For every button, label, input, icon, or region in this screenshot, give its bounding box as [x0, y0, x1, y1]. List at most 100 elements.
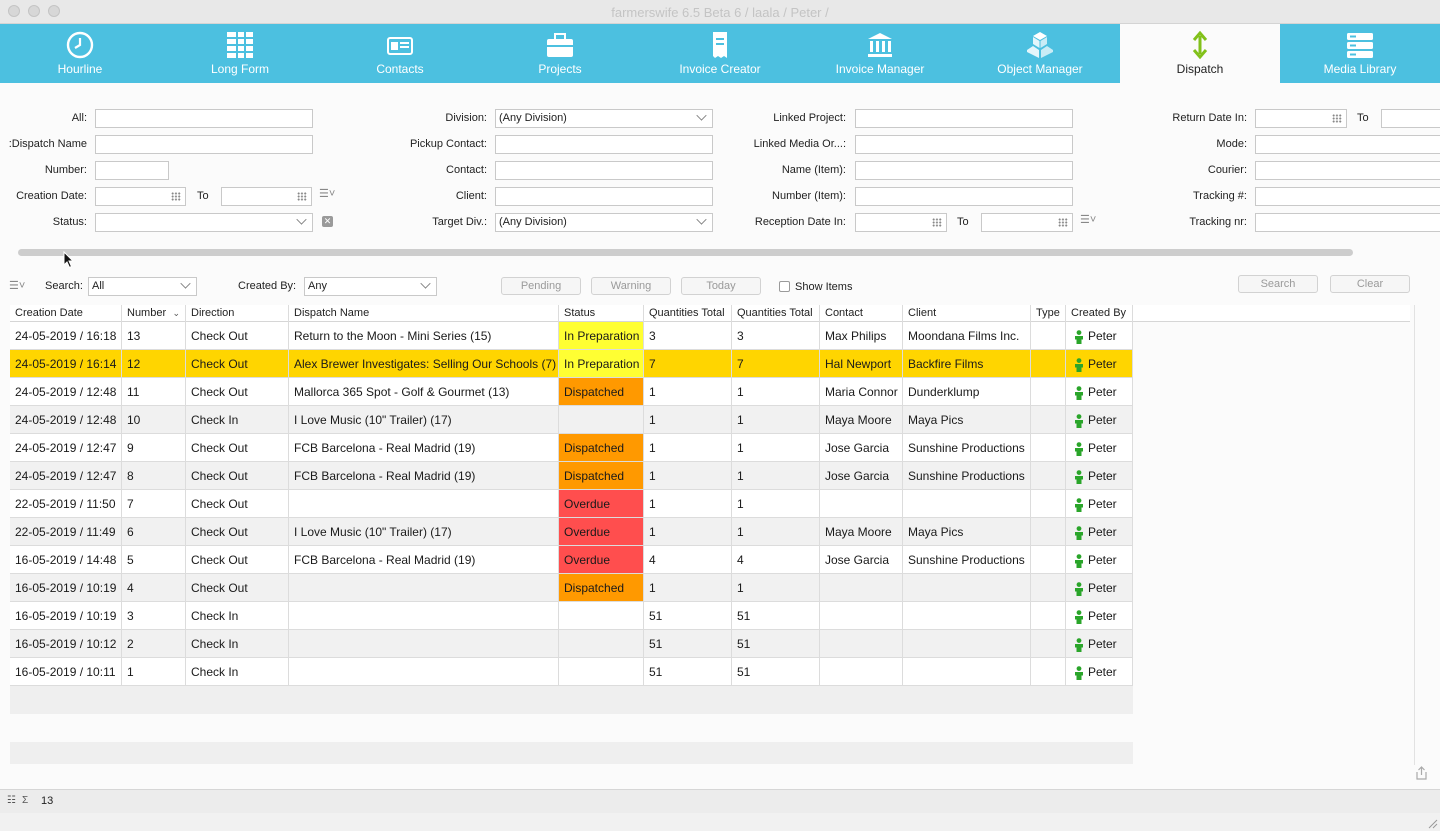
target-div-select[interactable]: (Any Division)	[495, 213, 713, 232]
calendar-icon[interactable]	[1058, 218, 1068, 227]
cell-client	[903, 574, 1031, 602]
pickup-contact-input[interactable]	[495, 135, 713, 154]
table-row[interactable]: 16-05-2019 / 14:48 5 Check Out FCB Barcelon…	[10, 546, 1133, 574]
return-date-to-input[interactable]	[1381, 109, 1440, 128]
date-options-menu-icon[interactable]: ☰˅	[1080, 214, 1097, 226]
col-client[interactable]: Client	[903, 305, 1031, 322]
tab-dispatch[interactable]: Dispatch	[1120, 24, 1280, 83]
cell-type	[1031, 546, 1066, 574]
sum-icon[interactable]: Σ	[22, 795, 29, 806]
creation-date-from-input[interactable]	[95, 187, 186, 206]
calendar-icon[interactable]	[171, 192, 181, 201]
table-row[interactable]: 16-05-2019 / 10:11 1 Check In 51 51 Peter	[10, 658, 1133, 686]
table-row[interactable]: 22-05-2019 / 11:50 7 Check Out Overdue 1 1 Pet…	[10, 490, 1133, 518]
clear-status-icon[interactable]: ✕	[322, 216, 333, 227]
cell-quantities-total-2-text: 7	[737, 357, 744, 371]
dispatch-name-input[interactable]	[95, 135, 313, 154]
resize-grip-icon[interactable]	[1427, 818, 1438, 829]
reception-date-to-input[interactable]	[981, 213, 1073, 232]
tab-media-library[interactable]: Media Library	[1280, 24, 1440, 83]
created-by-label: Created By:	[238, 280, 297, 292]
cell-client: Sunshine Productions	[903, 546, 1031, 574]
table-row[interactable]: 24-05-2019 / 12:47 8 Check Out FCB Barcelon…	[10, 462, 1133, 490]
tab-label: Media Library	[1323, 62, 1397, 76]
reception-date-from-input[interactable]	[855, 213, 947, 232]
user-icon	[1075, 386, 1083, 400]
linked-project-input[interactable]	[855, 109, 1073, 128]
share-icon[interactable]	[1415, 766, 1428, 780]
col-creation-date[interactable]: Creation Date	[10, 305, 122, 322]
search-scope-select[interactable]: All	[88, 277, 197, 296]
tab-contacts[interactable]: Contacts	[320, 24, 480, 83]
status-select[interactable]	[95, 213, 313, 232]
user-icon	[1075, 498, 1083, 512]
tab-long-form[interactable]: Long Form	[160, 24, 320, 83]
table-row[interactable]: 24-05-2019 / 12:48 11 Check Out Mallorca 36…	[10, 378, 1133, 406]
calendar-icon[interactable]	[932, 218, 942, 227]
contact-input[interactable]	[495, 161, 713, 180]
tab-object-manager[interactable]: Object Manager	[960, 24, 1120, 83]
scrollbar-thumb[interactable]	[18, 249, 1353, 256]
division-select[interactable]: (Any Division)	[495, 109, 713, 128]
table-row[interactable]: 24-05-2019 / 12:48 10 Check In I Love Music…	[10, 406, 1133, 434]
today-button[interactable]: Today	[681, 277, 761, 295]
cell-quantities-total-1-text: 1	[649, 469, 656, 483]
table-row[interactable]: 24-05-2019 / 16:14 12 Check Out Alex Brewer…	[10, 350, 1133, 378]
tab-hourline[interactable]: Hourline	[0, 24, 160, 83]
filter-horizontal-scrollbar[interactable]	[10, 247, 1430, 259]
col-contact[interactable]: Contact	[820, 305, 903, 322]
col-created-by[interactable]: Created By	[1066, 305, 1133, 322]
courier-input[interactable]	[1255, 161, 1440, 180]
table-settings-icon[interactable]: ☷	[7, 795, 16, 806]
table-row[interactable]: 16-05-2019 / 10:19 4 Check Out Dispatched 1 1…	[10, 574, 1133, 602]
col-direction[interactable]: Direction	[186, 305, 289, 322]
col-quantities-total-2[interactable]: Quantities Total	[732, 305, 820, 322]
cell-number: 4	[122, 574, 186, 602]
date-options-menu-icon[interactable]: ☰˅	[319, 188, 336, 200]
table-row[interactable]: 16-05-2019 / 10:12 2 Check In 51 51 Peter	[10, 630, 1133, 658]
col-type[interactable]: Type	[1031, 305, 1066, 322]
number-item-input[interactable]	[855, 187, 1073, 206]
list-options-menu-icon[interactable]: ☰˅	[9, 280, 26, 292]
cell-creation-date: 16-05-2019 / 10:19	[10, 602, 122, 630]
calendar-icon[interactable]	[297, 192, 307, 201]
return-date-from-input[interactable]	[1255, 109, 1347, 128]
tracking-hash-input[interactable]	[1255, 187, 1440, 206]
cell-direction: Check Out	[186, 490, 289, 518]
linked-media-input[interactable]	[855, 135, 1073, 154]
name-item-input[interactable]	[855, 161, 1073, 180]
tab-invoice-creator[interactable]: Invoice Creator	[640, 24, 800, 83]
tab-invoice-manager[interactable]: Invoice Manager	[800, 24, 960, 83]
minimize-window-button[interactable]	[28, 5, 40, 17]
tracking-nr-input[interactable]	[1255, 213, 1440, 232]
mode-select[interactable]	[1255, 135, 1440, 154]
table-row[interactable]: 24-05-2019 / 16:18 13 Check Out Return to t…	[10, 322, 1133, 350]
show-items-checkbox[interactable]	[779, 281, 790, 292]
cell-creation-date-text: 24-05-2019 / 12:47	[15, 441, 117, 455]
number-input[interactable]	[95, 161, 169, 180]
calendar-icon[interactable]	[1332, 114, 1342, 123]
cell-quantities-total-1: 51	[644, 658, 732, 686]
cell-quantities-total-1: 1	[644, 434, 732, 462]
search-button[interactable]: Search	[1238, 275, 1318, 293]
close-window-button[interactable]	[8, 5, 20, 17]
table-row[interactable]: 16-05-2019 / 10:19 3 Check In 51 51 Peter	[10, 602, 1133, 630]
warning-button[interactable]: Warning	[591, 277, 671, 295]
table-row[interactable]: 22-05-2019 / 11:49 6 Check Out I Love Music…	[10, 518, 1133, 546]
col-number[interactable]: Number ⌄	[122, 305, 186, 322]
client-input[interactable]	[495, 187, 713, 206]
col-status[interactable]: Status	[559, 305, 644, 322]
created-by-select[interactable]: Any	[304, 277, 437, 296]
pending-button[interactable]: Pending	[501, 277, 581, 295]
cell-created-by-text: Peter	[1088, 665, 1117, 679]
table-row[interactable]: 24-05-2019 / 12:47 9 Check Out FCB Barcelon…	[10, 434, 1133, 462]
col-quantities-total-1[interactable]: Quantities Total	[644, 305, 732, 322]
clear-button[interactable]: Clear	[1330, 275, 1410, 293]
tab-projects[interactable]: Projects	[480, 24, 640, 83]
all-input[interactable]	[95, 109, 313, 128]
dispatch-name-label: Dispatch Name:	[8, 138, 87, 150]
vertical-scrollbar-track[interactable]	[1414, 305, 1415, 765]
creation-date-to-input[interactable]	[221, 187, 312, 206]
zoom-window-button[interactable]	[48, 5, 60, 17]
col-dispatch-name[interactable]: Dispatch Name	[289, 305, 559, 322]
